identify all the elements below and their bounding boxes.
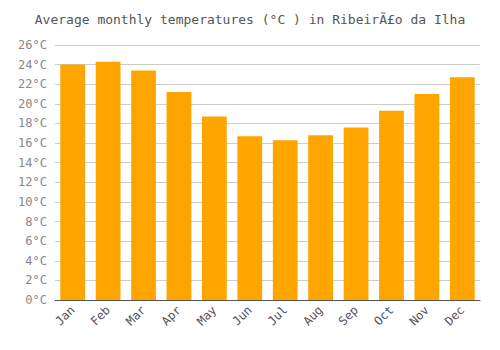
svg-text:20°C: 20°C <box>18 97 47 111</box>
svg-text:8°C: 8°C <box>25 215 47 229</box>
svg-text:Oct: Oct <box>371 303 396 328</box>
svg-text:4°C: 4°C <box>25 254 47 268</box>
svg-text:6°C: 6°C <box>25 234 47 248</box>
svg-text:Feb: Feb <box>88 303 113 328</box>
svg-text:Mar: Mar <box>123 303 148 328</box>
svg-text:22°C: 22°C <box>18 77 47 91</box>
svg-text:Jul: Jul <box>265 303 290 328</box>
svg-text:10°C: 10°C <box>18 195 47 209</box>
svg-text:14°C: 14°C <box>18 156 47 170</box>
svg-text:12°C: 12°C <box>18 175 47 189</box>
svg-text:May: May <box>194 303 219 328</box>
svg-text:Average monthly temperatures (: Average monthly temperatures (°C ) in Ri… <box>35 12 465 27</box>
svg-text:Nov: Nov <box>407 303 432 328</box>
svg-text:0°C: 0°C <box>25 293 47 307</box>
svg-text:16°C: 16°C <box>18 136 47 150</box>
svg-text:2°C: 2°C <box>25 273 47 287</box>
svg-text:26°C: 26°C <box>18 38 47 52</box>
svg-text:24°C: 24°C <box>18 58 47 72</box>
svg-text:Sep: Sep <box>336 303 361 328</box>
svg-text:Apr: Apr <box>159 303 184 328</box>
svg-text:Jan: Jan <box>52 303 77 328</box>
svg-text:18°C: 18°C <box>18 116 47 130</box>
svg-text:Jun: Jun <box>230 303 255 328</box>
svg-text:Dec: Dec <box>442 303 467 328</box>
svg-text:Aug: Aug <box>300 303 325 328</box>
